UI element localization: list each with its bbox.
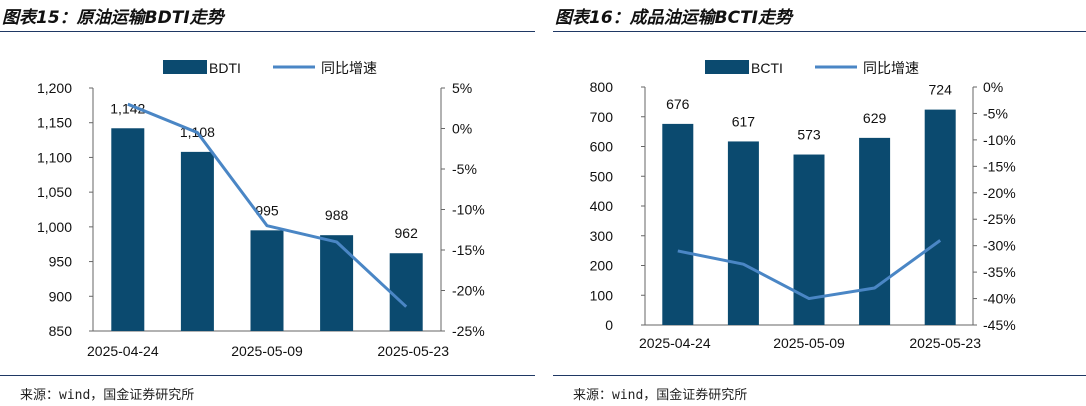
y-tick-label: 600	[590, 139, 614, 155]
bar-value-label: 995	[255, 202, 279, 218]
x-tick-label: 2025-05-23	[377, 343, 449, 359]
bar	[111, 128, 145, 331]
yoy-line	[127, 102, 408, 308]
x-tick-label: 2025-05-23	[909, 335, 981, 351]
y-tick-label: 0	[605, 317, 613, 333]
figure-title: 图表15：原油运输BDTI走势	[2, 8, 224, 28]
source-note: 来源：wind，国金证券研究所	[20, 388, 195, 403]
bar-value-label: 629	[863, 110, 887, 126]
y-tick-label: 1,200	[37, 80, 72, 96]
x-tick-label: 2025-05-09	[773, 335, 845, 351]
chart-legend: BCTI 同比增速	[705, 60, 919, 76]
source-rule	[553, 375, 1086, 376]
y-tick-label: 700	[590, 109, 614, 125]
legend-bar-label: BDTI	[209, 60, 241, 76]
y-tick-label: 1,150	[37, 115, 72, 131]
y2-tick-label: -40%	[983, 291, 1016, 307]
y2-tick-label: -20%	[452, 283, 485, 299]
legend-bar-swatch	[705, 60, 749, 74]
bar	[389, 253, 423, 331]
legend-line-label: 同比增速	[863, 60, 919, 76]
y2-tick-label: -10%	[983, 132, 1016, 148]
bar-value-label: 962	[395, 225, 419, 241]
bdti-figure-panel: 图表15：原油运输BDTI走势 BDTI 同比增速 850 900 950 1,000 1,…	[0, 0, 535, 406]
source-rule	[0, 375, 535, 376]
x-tick-label: 2025-04-24	[87, 343, 159, 359]
bcti-figure-panel: 图表16：成品油运输BCTI走势 BCTI 同比增速 0 100 200 300 400 50…	[553, 0, 1086, 406]
bar	[924, 109, 956, 325]
y2-tick-label: 0%	[452, 121, 472, 137]
y2-tick-label: -20%	[983, 185, 1016, 201]
legend-bar-swatch	[163, 60, 207, 74]
bar	[250, 230, 284, 331]
source-note: 来源：wind，国金证券研究所	[573, 388, 748, 403]
y2-tick-label: -25%	[983, 211, 1016, 227]
y2-tick-label: -15%	[452, 242, 485, 258]
y-tick-label: 300	[590, 228, 614, 244]
title-rule	[553, 31, 1086, 32]
chart-legend: BDTI 同比增速	[163, 60, 377, 76]
y2-tick-label: -5%	[452, 161, 477, 177]
y-tick-label: 100	[590, 287, 614, 303]
y2-tick-label: -45%	[983, 317, 1016, 333]
figure-title: 图表16：成品油运输BCTI走势	[555, 8, 793, 28]
y-tick-label: 500	[590, 168, 614, 184]
bcti-chart: BCTI 同比增速 0 100 200 300 400 500 600 700 800 0% -5% -1…	[590, 60, 1016, 351]
x-tick-label: 2025-04-24	[639, 335, 711, 351]
y-tick-label: 1,050	[37, 184, 72, 200]
y2-tick-label: -5%	[983, 105, 1008, 121]
bar-value-label: 724	[929, 82, 953, 98]
bar-value-label: 1,142	[110, 100, 145, 116]
title-rule	[0, 31, 535, 32]
y-tick-label: 200	[590, 258, 614, 274]
y2-tick-label: 5%	[452, 80, 472, 96]
bar-value-label: 676	[666, 96, 690, 112]
bar	[180, 151, 214, 331]
y-tick-label: 900	[49, 288, 73, 304]
bdti-chart: BDTI 同比增速 850 900 950 1,000 1,050 1,100 1,150 1,2…	[37, 60, 485, 359]
x-tick-label: 2025-05-09	[231, 343, 303, 359]
legend-bar-label: BCTI	[751, 60, 783, 76]
y2-tick-label: -30%	[983, 238, 1016, 254]
y2-tick-label: -10%	[452, 202, 485, 218]
bar	[727, 141, 759, 325]
bar-value-label: 617	[732, 113, 756, 129]
y2-tick-label: -25%	[452, 323, 485, 339]
y-tick-label: 400	[590, 198, 614, 214]
bar	[859, 137, 891, 325]
y-tick-label: 950	[49, 254, 73, 270]
y2-tick-label: -35%	[983, 264, 1016, 280]
y-tick-label: 850	[49, 323, 73, 339]
bar-value-label: 573	[797, 127, 821, 143]
bar	[320, 235, 354, 331]
y-tick-label: 1,100	[37, 149, 72, 165]
y-tick-label: 1,000	[37, 219, 72, 235]
yoy-line	[677, 239, 942, 301]
y2-tick-label: 0%	[983, 79, 1003, 95]
bar-value-label: 988	[325, 207, 349, 223]
bar	[662, 123, 694, 325]
y2-tick-label: -15%	[983, 158, 1016, 174]
legend-line-label: 同比增速	[321, 60, 377, 76]
y-tick-label: 800	[590, 79, 614, 95]
